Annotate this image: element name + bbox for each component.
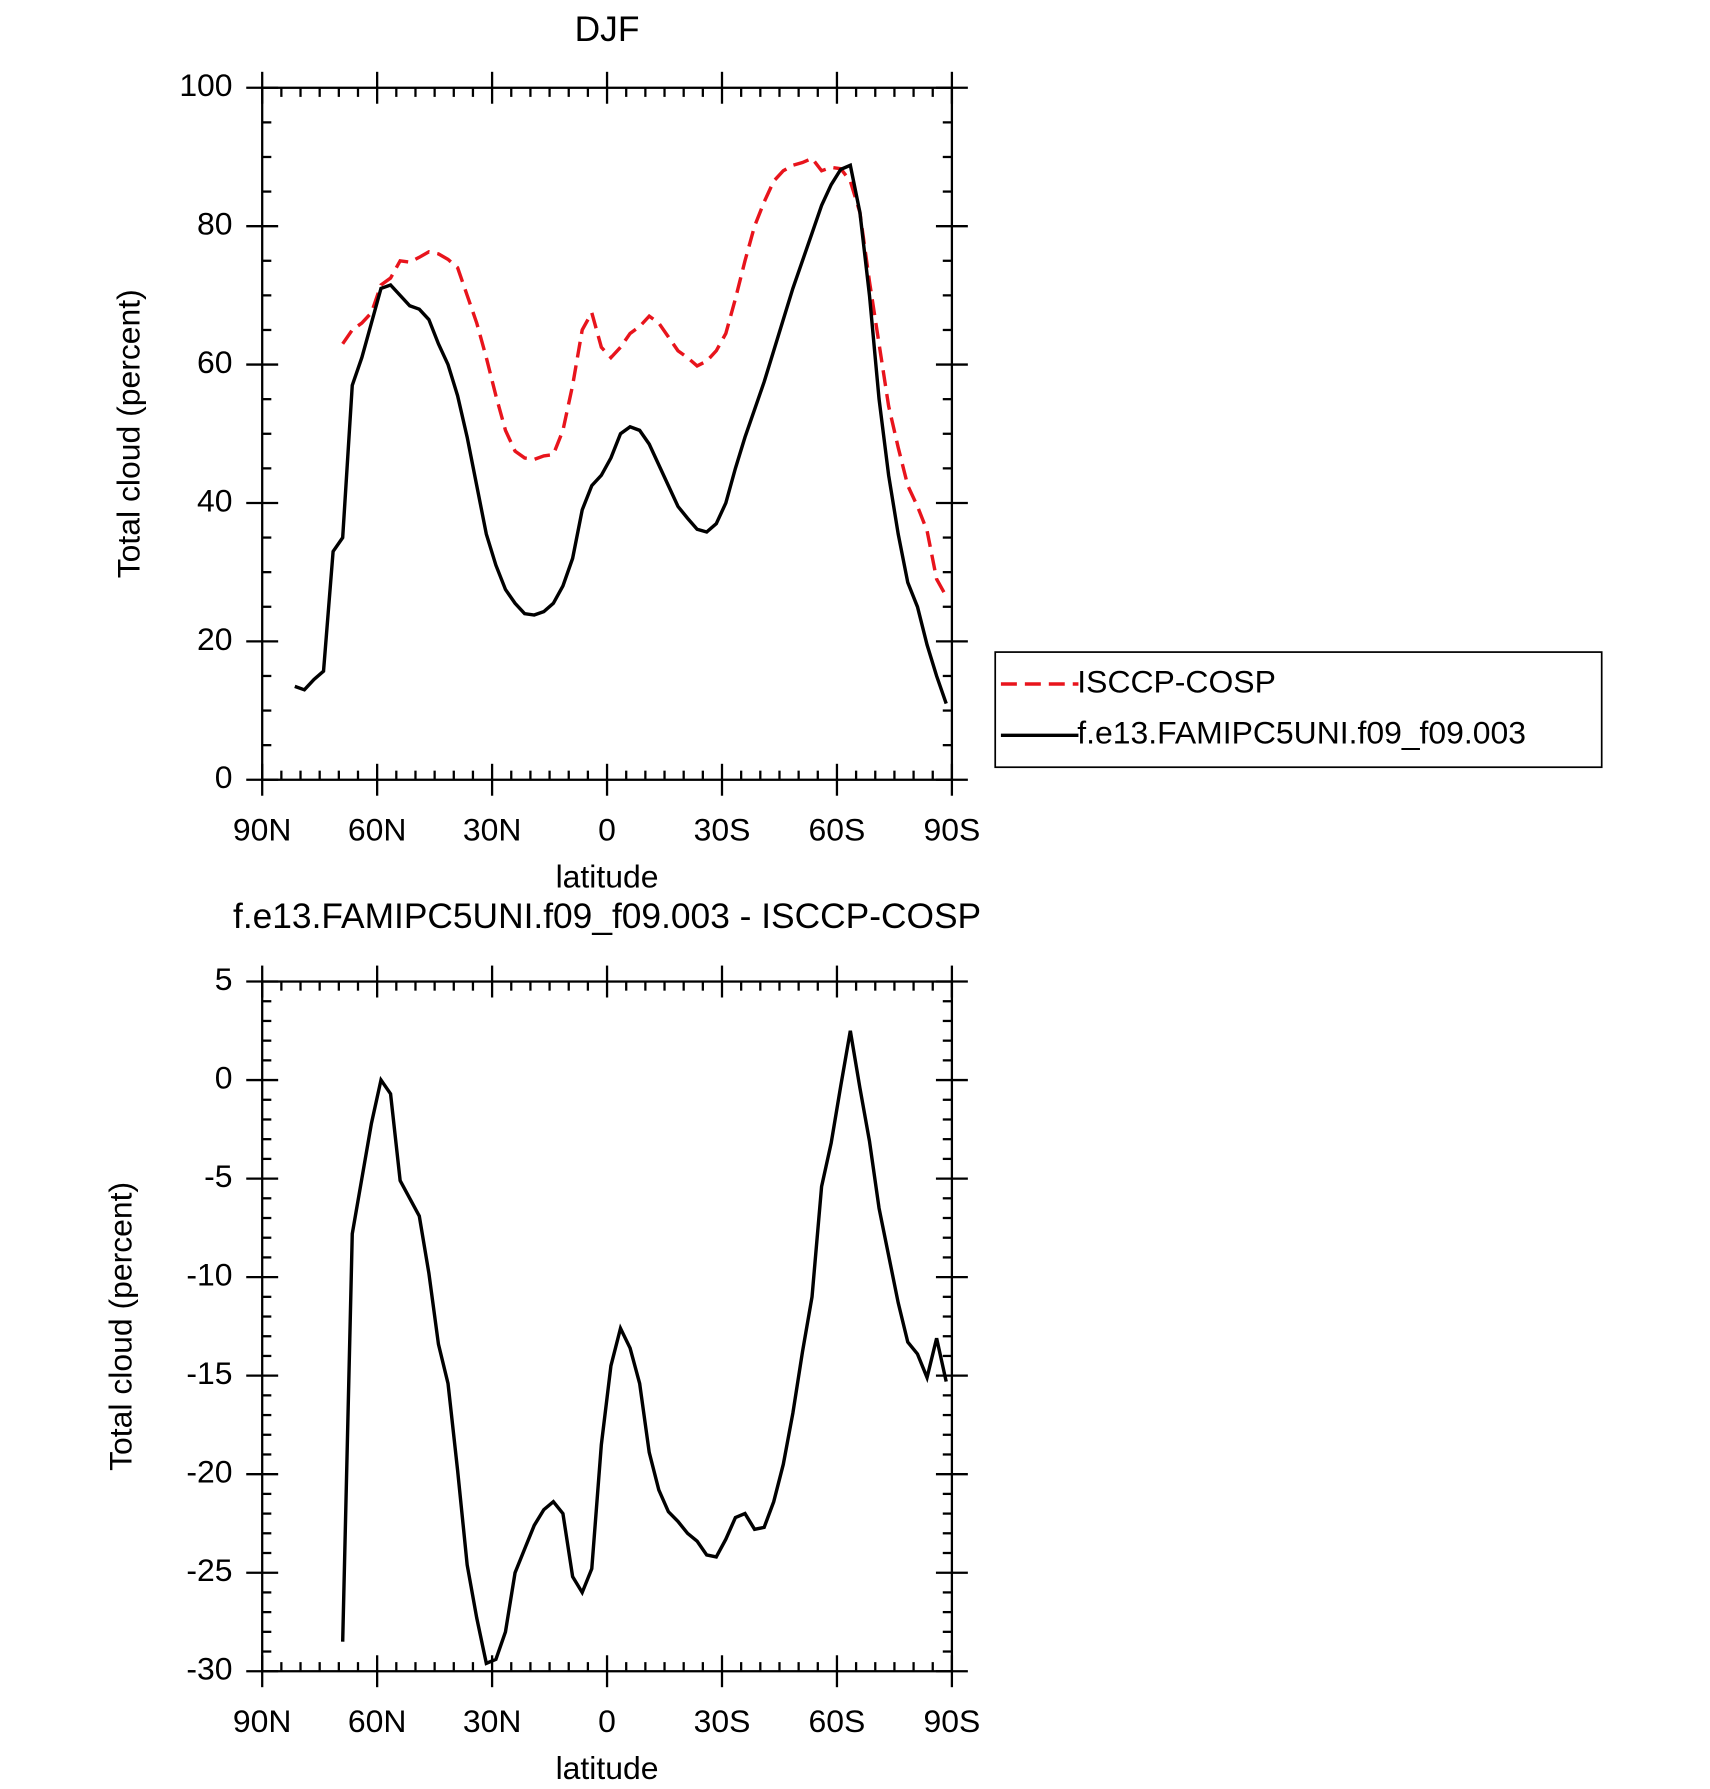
x-axis-label: latitude: [556, 1750, 659, 1786]
x-tick-label: 0: [598, 1703, 616, 1739]
data-line: [340, 1030, 948, 1666]
x-tick-label: 30S: [694, 812, 751, 848]
y-axis-label: Total cloud (percent): [111, 289, 147, 578]
y-tick-label: -25: [186, 1552, 232, 1588]
y-tick-label: 0: [215, 1059, 233, 1095]
data-line: [294, 162, 948, 705]
x-tick-label: 60S: [809, 1703, 866, 1739]
y-tick-label: 5: [215, 961, 233, 997]
x-tick-label: 30S: [694, 1703, 751, 1739]
x-tick-label: 30N: [463, 812, 522, 848]
x-axis-label: latitude: [556, 858, 659, 894]
x-tick-label: 90S: [924, 1703, 981, 1739]
chart-title: f.e13.FAMIPC5UNI.f09_f09.003 - ISCCP-COS…: [233, 897, 981, 936]
y-tick-label: -10: [186, 1257, 232, 1293]
x-tick-label: 0: [598, 812, 616, 848]
x-tick-label: 90N: [233, 812, 292, 848]
x-tick-label: 60N: [348, 812, 407, 848]
y-tick-label: -20: [186, 1454, 232, 1490]
y-tick-label: 60: [197, 344, 233, 380]
data-line: [341, 156, 948, 598]
plot-frame: [261, 980, 954, 1673]
legend-label: f.e13.FAMIPC5UNI.f09_f09.003: [1077, 715, 1526, 751]
y-axis-label: Total cloud (percent): [103, 1182, 139, 1471]
chart-title: DJF: [575, 10, 640, 49]
legend-box: [994, 651, 1603, 769]
y-tick-label: 40: [197, 482, 233, 518]
x-tick-label: 90N: [233, 1703, 292, 1739]
y-tick-label: 20: [197, 621, 233, 657]
y-tick-label: 80: [197, 206, 233, 242]
x-tick-label: 30N: [463, 1703, 522, 1739]
legend-label: ISCCP-COSP: [1077, 663, 1276, 699]
plot-frame: [261, 86, 954, 781]
y-tick-label: 0: [215, 759, 233, 795]
y-tick-label: 100: [179, 67, 232, 103]
y-tick-label: -5: [204, 1158, 232, 1194]
y-tick-label: -15: [186, 1355, 232, 1391]
y-tick-label: -30: [186, 1651, 232, 1687]
x-tick-label: 60S: [809, 812, 866, 848]
x-tick-label: 60N: [348, 1703, 407, 1739]
x-tick-label: 90S: [924, 812, 981, 848]
